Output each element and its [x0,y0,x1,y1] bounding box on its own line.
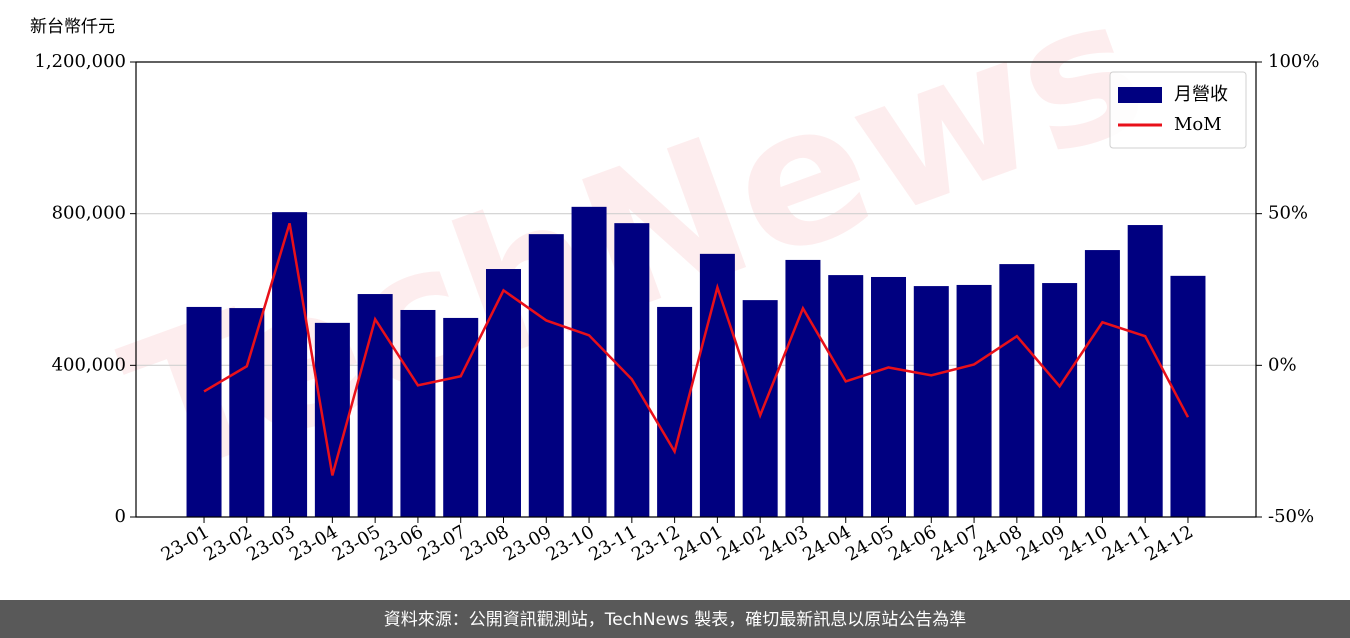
y2-tick-label: -50% [1268,506,1314,527]
bar [999,264,1035,517]
bar [229,308,265,517]
y2-tick-label: 50% [1268,203,1308,224]
bar [571,206,607,517]
x-tick-label: 23-11 [585,521,640,565]
x-tick-label: 23-02 [200,521,255,565]
x-tick-label: 23-10 [543,521,598,565]
y-tick-label: 1,200,000 [34,51,126,72]
bar [485,269,521,517]
legend-swatch [1118,87,1162,103]
x-tick-label: 24-02 [714,521,769,565]
x-tick-label: 24-09 [1013,521,1068,565]
y-tick-label: 400,000 [52,354,126,375]
x-tick-label: 23-07 [414,521,469,565]
bar [742,300,778,517]
x-tick-label: 23-03 [243,521,298,565]
bar [1084,250,1120,518]
x-tick-label: 24-06 [885,521,940,565]
x-tick-label: 24-01 [671,521,726,565]
bar [528,234,564,517]
bar [357,294,393,517]
x-tick-label: 24-10 [1056,521,1111,565]
y2-tick-label: 0% [1268,354,1297,375]
x-tick-label: 24-07 [928,521,983,565]
y-tick-label: 800,000 [52,203,126,224]
bar [614,223,650,518]
bar [186,306,222,517]
x-tick-label: 23-01 [158,521,213,565]
footer-bar [0,600,1350,638]
bar [913,286,949,517]
bar [314,322,350,517]
x-tick-label: 23-08 [457,521,512,565]
bar [1042,283,1078,517]
bar [956,284,992,517]
x-tick-label: 23-05 [329,521,384,565]
line [203,223,1190,476]
x-tick-label: 23-12 [628,521,683,565]
x-tick-label: 24-08 [970,521,1025,565]
x-tick-label: 23-06 [371,521,426,565]
legend-label: 月營收 [1174,84,1228,105]
plot-frame [135,61,1257,518]
footer: 資料來源：公開資訊觀測站，TechNews 製表，確切最新訊息以原站公告為準 [384,610,966,630]
x-tick-label: 23-04 [286,521,341,565]
x-tick-label: 24-12 [1142,521,1197,565]
bar [400,309,436,517]
y2-tick-label: 100% [1268,51,1319,72]
legend-label: MoM [1174,114,1222,135]
x-tick-label: 24-03 [757,521,812,565]
bar [443,317,479,517]
bar [785,259,821,517]
bar [871,276,907,517]
x-tick-label: 24-05 [842,521,897,565]
bar [1127,225,1163,517]
bar [699,253,735,517]
bar [828,275,864,517]
y-tick-label: 0 [115,506,126,527]
bar [272,212,308,517]
x-tick-label: 24-04 [799,521,854,565]
x-tick-label: 23-09 [500,521,555,565]
bar [657,306,693,517]
x-tick-label: 24-11 [1099,521,1154,565]
y-axis-label: 新台幣仟元 [30,17,115,37]
